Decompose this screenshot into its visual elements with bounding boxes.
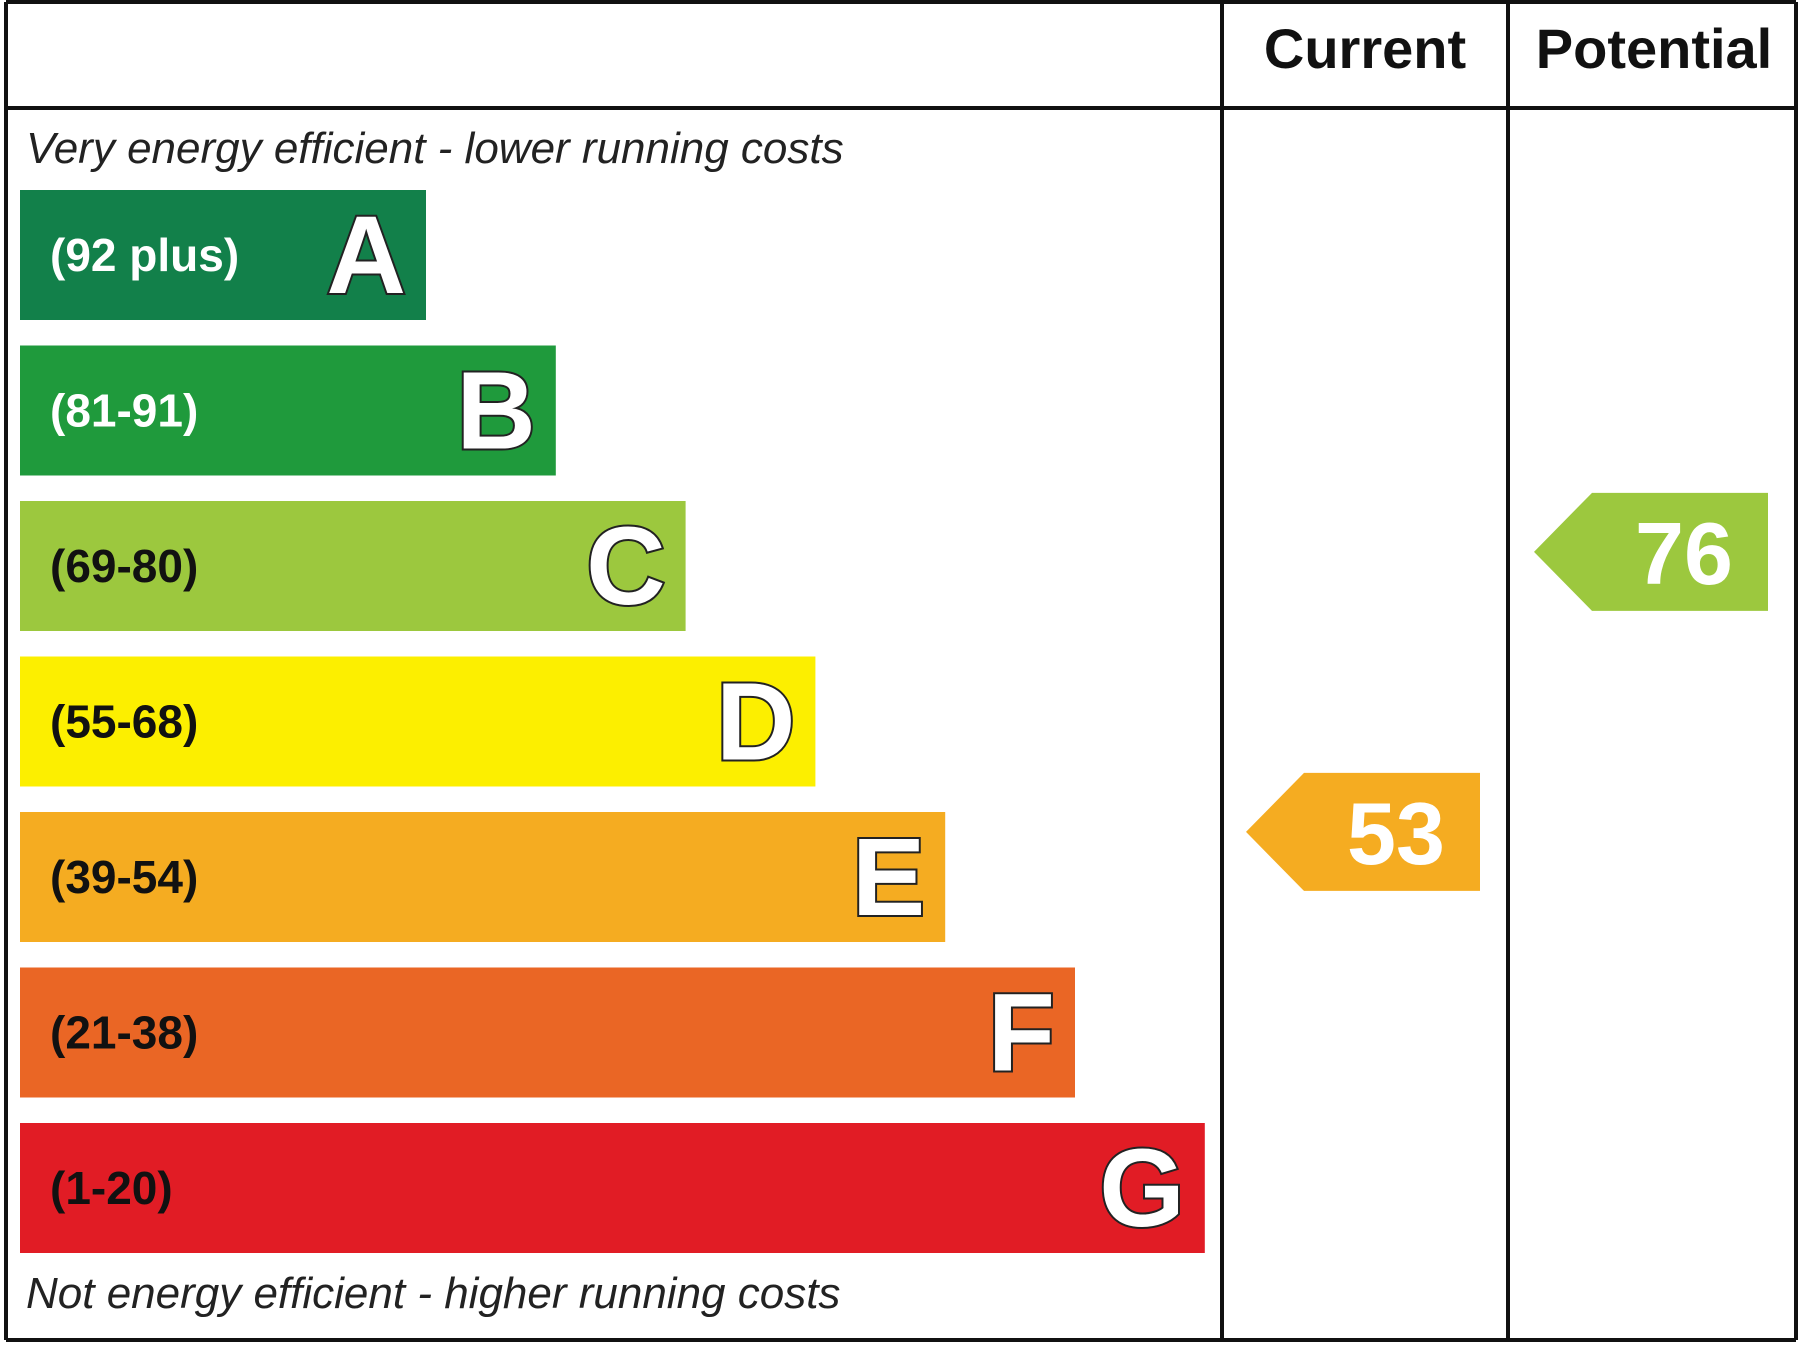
band-letter-e: E <box>852 816 925 939</box>
band-range-f: (21-38) <box>50 1007 198 1059</box>
header-potential: Potential <box>1536 17 1772 80</box>
band-range-d: (55-68) <box>50 696 198 748</box>
band-bar-g <box>20 1123 1205 1253</box>
band-letter-g: G <box>1099 1127 1185 1250</box>
band-e: (39-54) E <box>20 812 946 942</box>
band-bar-d <box>20 656 816 787</box>
band-c: (69-80) C <box>20 501 686 631</box>
header-current: Current <box>1264 17 1466 80</box>
band-bar-b <box>20 345 556 476</box>
current-rating-arrow: 53 <box>1246 772 1480 891</box>
potential-rating-arrow: 76 <box>1534 492 1768 611</box>
band-a: (92 plus) A <box>20 190 426 320</box>
bottom-note: Not energy efficient - higher running co… <box>26 1269 840 1318</box>
band-f: (21-38) F <box>20 967 1075 1098</box>
rating-bands: (92 plus) A (81-91) B (69-80) C (55-68) D (39-54… <box>20 190 1205 1253</box>
band-range-g: (1-20) <box>50 1162 173 1214</box>
band-range-b: (81-91) <box>50 385 198 437</box>
potential-rating-arrow-shape <box>1534 492 1768 611</box>
band-letter-b: B <box>456 350 535 473</box>
top-note: Very energy efficient - lower running co… <box>26 124 844 173</box>
current-rating-arrow-shape <box>1246 772 1480 891</box>
band-letter-a: A <box>327 194 406 317</box>
band-bar-f <box>20 967 1075 1098</box>
band-letter-d: D <box>716 661 795 784</box>
band-bar-e <box>20 812 946 942</box>
band-letter-f: F <box>988 972 1055 1095</box>
band-d: (55-68) D <box>20 656 816 787</box>
band-range-c: (69-80) <box>50 540 198 592</box>
rating-arrows: 53 76 <box>1246 492 1768 891</box>
band-range-a: (92 plus) <box>50 229 239 281</box>
current-rating-value: 53 <box>1347 784 1445 883</box>
band-bar-a <box>20 190 426 320</box>
potential-rating-value: 76 <box>1635 504 1733 603</box>
band-bar-c <box>20 501 686 631</box>
table-grid <box>4 0 1798 1342</box>
band-range-e: (39-54) <box>50 851 198 903</box>
band-b: (81-91) B <box>20 345 556 476</box>
band-letter-c: C <box>586 505 665 628</box>
band-g: (1-20) G <box>20 1123 1205 1253</box>
